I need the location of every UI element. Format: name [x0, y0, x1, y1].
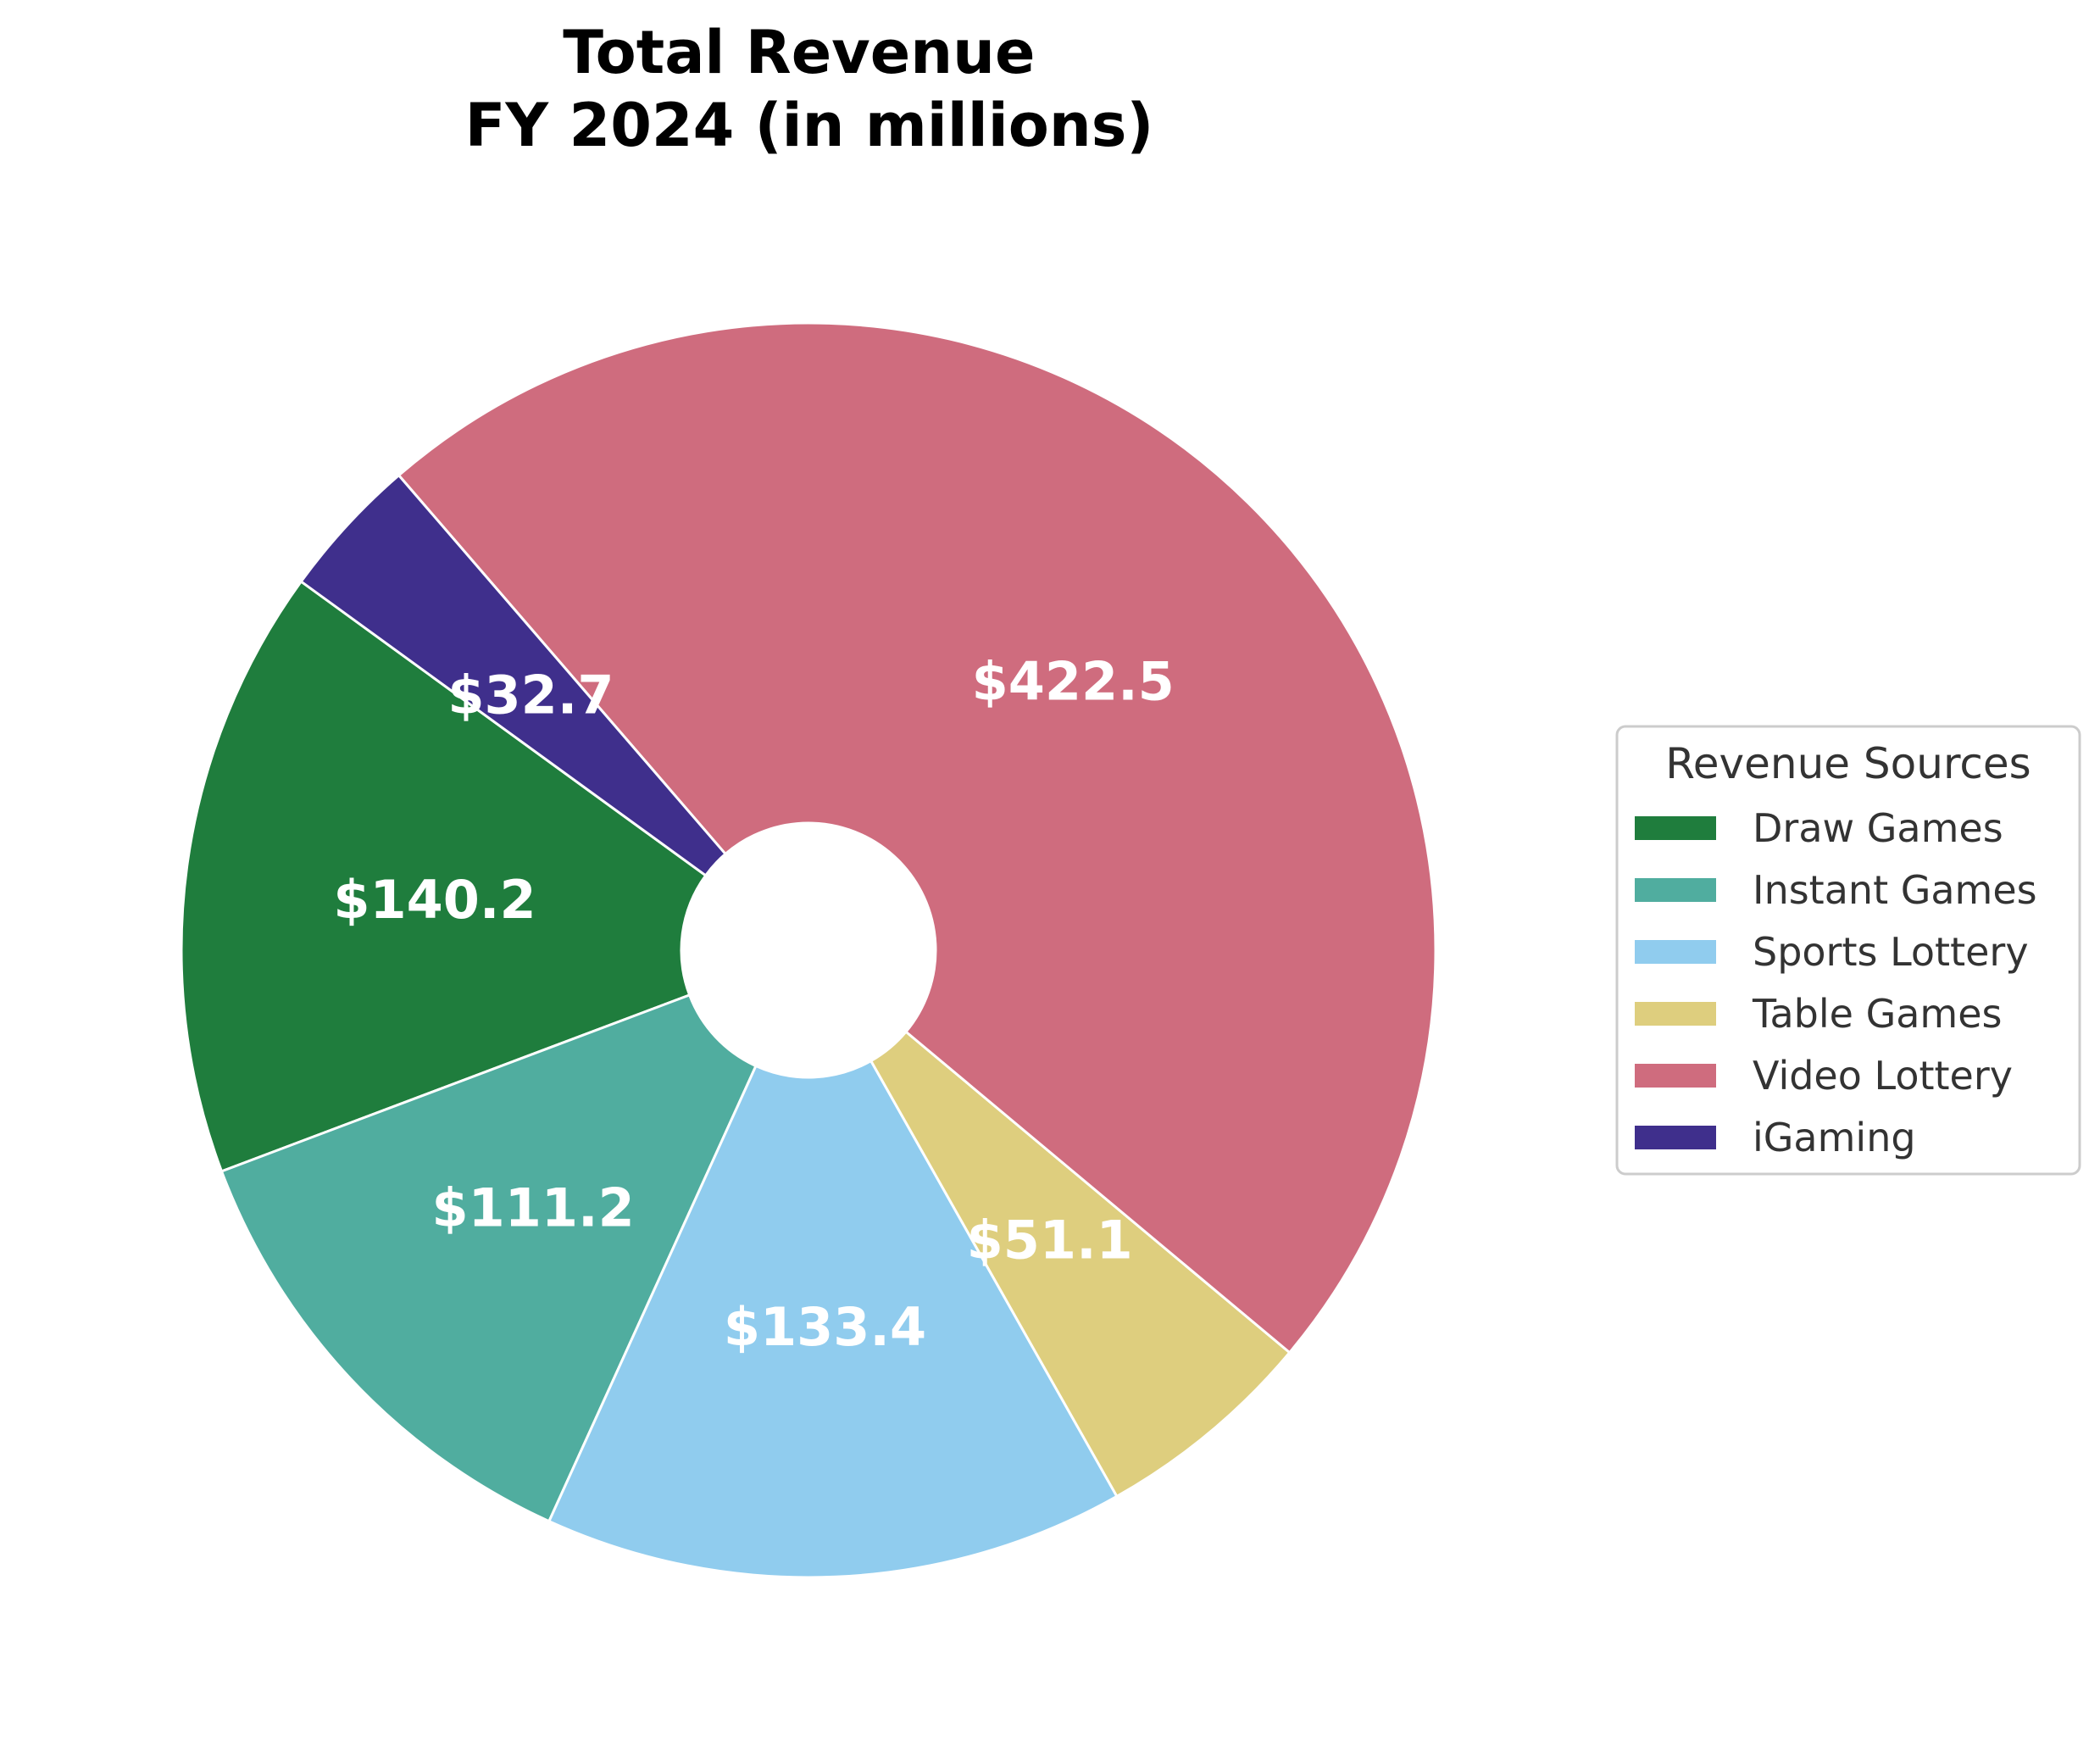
- slice-label-draw-games: $140.2: [333, 869, 536, 931]
- slice-value-labels: $140.2 $111.2 $133.4 $51.1 $422.5 $32.7: [333, 650, 1174, 1358]
- legend-label-table-games: Table Games: [1752, 991, 2003, 1037]
- legend-label-draw-games: Draw Games: [1753, 805, 2003, 851]
- legend-swatch-table-games: [1635, 1002, 1716, 1026]
- slice-label-video-lottery: $422.5: [972, 650, 1175, 712]
- slice-label-instant-games: $111.2: [431, 1177, 634, 1239]
- slice-draw-games: [180, 579, 708, 1173]
- slice-video-lottery: [397, 321, 1437, 1355]
- legend-title: Revenue Sources: [1665, 739, 2031, 788]
- legend-swatch-draw-games: [1635, 816, 1716, 840]
- slice-label-sports-lottery: $133.4: [724, 1296, 926, 1358]
- legend-items: Draw Games Instant Games Sports Lottery Tab…: [1635, 805, 2037, 1160]
- chart-title-line-2: FY 2024 (in millions): [465, 91, 1154, 160]
- legend-label-video-lottery: Video Lottery: [1753, 1053, 2013, 1099]
- pie-slices: [180, 321, 1437, 1579]
- slice-label-table-games: $51.1: [967, 1209, 1133, 1271]
- legend-swatch-sports-lottery: [1635, 940, 1716, 964]
- slice-label-igaming: $32.7: [447, 664, 614, 726]
- legend-frame: [1615, 725, 2081, 1176]
- chart-title: Total Revenue FY 2024 (in millions): [465, 18, 1154, 160]
- legend-label-sports-lottery: Sports Lottery: [1753, 929, 2029, 975]
- legend-label-instant-games: Instant Games: [1753, 867, 2037, 913]
- legend-swatch-video-lottery: [1635, 1064, 1716, 1088]
- slice-instant-games: [219, 993, 758, 1523]
- slice-igaming: [299, 473, 728, 877]
- legend-swatch-instant-games: [1635, 878, 1716, 902]
- legend: Revenue Sources Draw Games Instant Games S…: [1615, 725, 2081, 1176]
- legend-swatch-igaming: [1635, 1126, 1716, 1149]
- chart-title-line-1: Total Revenue: [563, 18, 1035, 87]
- slice-table-games: [869, 1030, 1292, 1499]
- slice-sports-lottery: [547, 1059, 1119, 1579]
- legend-label-igaming: iGaming: [1753, 1115, 1916, 1160]
